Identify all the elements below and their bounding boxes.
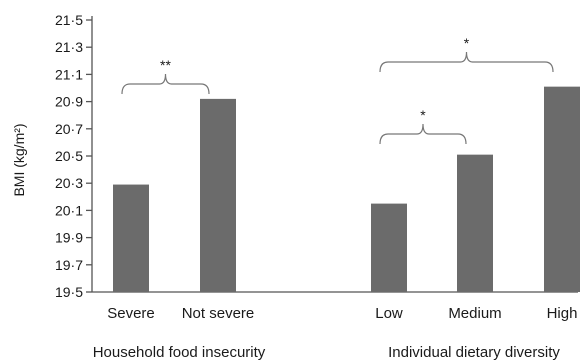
bar-high xyxy=(544,86,580,292)
group-labels: Household food insecurity Individual diet… xyxy=(93,344,561,361)
y-tick-label: 20·7 xyxy=(55,121,83,137)
y-ticks: 19·5 19·7 19·9 20·1 20·3 20·5 20·7 20·9 21·1 21·3… xyxy=(55,12,92,300)
bar-severe xyxy=(113,184,149,292)
significance-bracket xyxy=(379,123,467,145)
bar-low xyxy=(371,203,407,292)
y-tick-label: 21·1 xyxy=(55,66,83,82)
category-label: Low xyxy=(375,305,403,322)
category-label: High xyxy=(547,305,578,322)
y-tick-label: 20·1 xyxy=(55,202,83,218)
significance-label: * xyxy=(464,35,470,51)
y-tick-label: 20·9 xyxy=(55,94,83,110)
y-tick-label: 21·3 xyxy=(55,39,83,55)
bar-not-severe xyxy=(200,98,236,292)
significance-label: * xyxy=(420,107,426,123)
group-label: Household food insecurity xyxy=(93,344,266,361)
y-tick-label: 20·5 xyxy=(55,148,83,164)
y-tick-label: 19·9 xyxy=(55,230,83,246)
group-label: Individual dietary diversity xyxy=(388,344,560,361)
category-label: Severe xyxy=(107,305,155,322)
category-label: Not severe xyxy=(182,305,255,322)
significance-bracket xyxy=(379,51,554,73)
bar-medium xyxy=(457,154,493,292)
bars xyxy=(113,86,580,292)
y-tick-label: 19·5 xyxy=(55,284,83,300)
significance-brackets: **** xyxy=(121,35,554,145)
axes xyxy=(91,16,578,293)
y-tick-label: 20·3 xyxy=(55,175,83,191)
y-tick-label: 21·5 xyxy=(55,12,83,28)
y-tick-label: 19·7 xyxy=(55,257,83,273)
significance-bracket xyxy=(121,73,210,95)
category-label: Medium xyxy=(448,305,501,322)
category-labels: Severe Not severe Low Medium High xyxy=(107,305,577,322)
y-axis-label: BMI (kg/m²) xyxy=(11,123,27,196)
significance-label: ** xyxy=(160,57,171,73)
